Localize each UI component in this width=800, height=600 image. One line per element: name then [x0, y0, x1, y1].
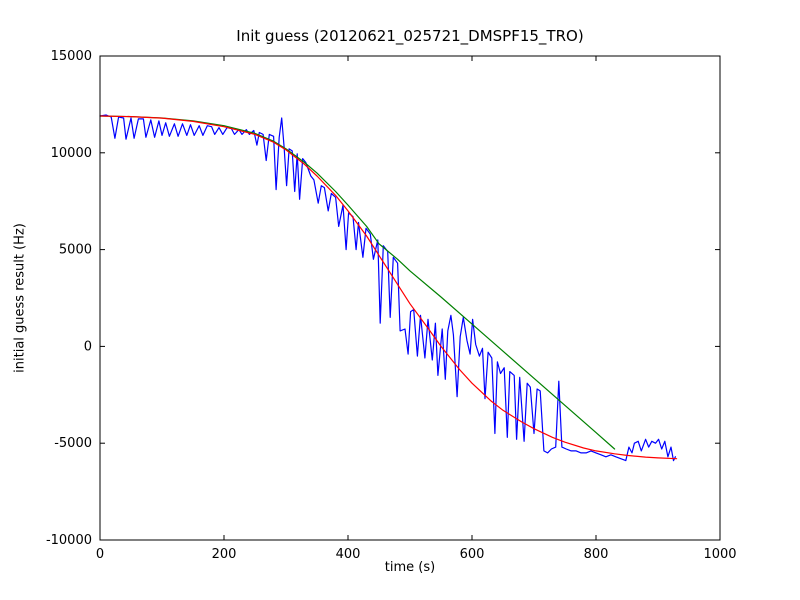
series-green-smooth-fit: [99, 115, 616, 450]
y-tick-label: 15000: [51, 49, 92, 64]
x-tick-label: 1000: [703, 547, 736, 562]
chart-title: Init guess (20120621_025721_DMSPF15_TRO): [236, 27, 584, 45]
x-axis-label: time (s): [384, 560, 436, 575]
x-tick-label: 400: [336, 547, 361, 562]
x-tick-label: 0: [96, 547, 104, 562]
y-tick-label: -10000: [46, 533, 92, 548]
y-tick-label: 10000: [51, 146, 92, 161]
y-tick-label: 5000: [59, 243, 92, 258]
y-tick-label: 0: [84, 339, 92, 354]
x-tick-label: 200: [212, 547, 237, 562]
series-blue-noisy-data: [99, 114, 677, 462]
series-red-smooth-fit: [99, 115, 678, 460]
x-tick-label: 600: [460, 547, 485, 562]
y-tick-label: -5000: [54, 436, 92, 451]
y-axis-label: initial guess result (Hz): [12, 223, 28, 373]
x-tick-label: 800: [584, 547, 609, 562]
axes-frame: [99, 55, 721, 541]
